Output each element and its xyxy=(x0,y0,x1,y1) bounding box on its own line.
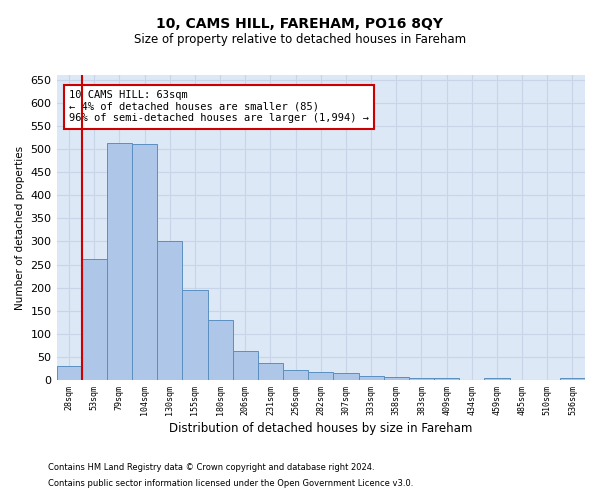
Text: 10 CAMS HILL: 63sqm
← 4% of detached houses are smaller (85)
96% of semi-detache: 10 CAMS HILL: 63sqm ← 4% of detached hou… xyxy=(69,90,369,124)
Text: Contains HM Land Registry data © Crown copyright and database right 2024.: Contains HM Land Registry data © Crown c… xyxy=(48,464,374,472)
Y-axis label: Number of detached properties: Number of detached properties xyxy=(15,146,25,310)
Text: Size of property relative to detached houses in Fareham: Size of property relative to detached ho… xyxy=(134,32,466,46)
Bar xyxy=(208,320,233,380)
Bar xyxy=(283,370,308,380)
Bar xyxy=(56,366,82,380)
Bar xyxy=(409,378,434,380)
Bar xyxy=(334,374,359,380)
Bar xyxy=(132,144,157,380)
Bar xyxy=(258,362,283,380)
Bar xyxy=(308,372,334,380)
Bar xyxy=(383,378,409,380)
Bar xyxy=(182,290,208,380)
Bar xyxy=(560,378,585,380)
X-axis label: Distribution of detached houses by size in Fareham: Distribution of detached houses by size … xyxy=(169,422,472,435)
Bar xyxy=(359,376,383,380)
Text: Contains public sector information licensed under the Open Government Licence v3: Contains public sector information licen… xyxy=(48,478,413,488)
Bar xyxy=(434,378,459,380)
Bar xyxy=(233,351,258,380)
Bar xyxy=(484,378,509,380)
Text: 10, CAMS HILL, FAREHAM, PO16 8QY: 10, CAMS HILL, FAREHAM, PO16 8QY xyxy=(157,18,443,32)
Bar xyxy=(107,144,132,380)
Bar xyxy=(157,240,182,380)
Bar xyxy=(82,258,107,380)
